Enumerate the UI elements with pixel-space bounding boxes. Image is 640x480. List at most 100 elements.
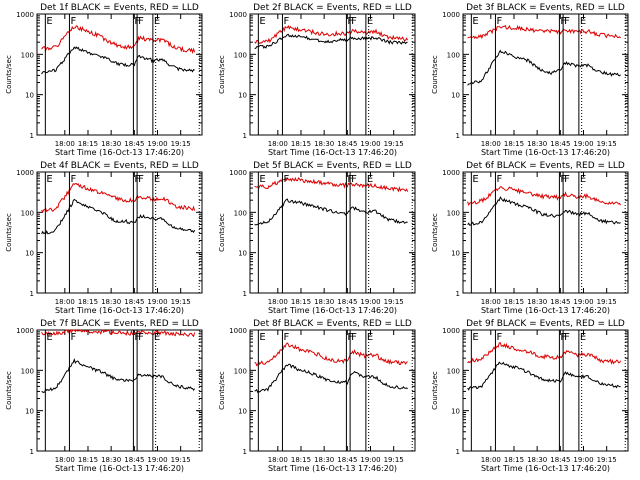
red-series-line [254, 176, 409, 193]
x-tick-label: 18:45 [550, 140, 570, 148]
y-tick-label: 1 [30, 448, 34, 456]
time-marker-flag: F [138, 332, 144, 343]
time-marker-flag: E [580, 16, 586, 27]
x-axis-label: Start Time (16-Oct-13 17:46:20) [481, 306, 610, 315]
time-marker-flag: F [283, 174, 289, 185]
time-marker-flag: E [367, 332, 373, 343]
y-axis-label: Counts/sec [218, 55, 226, 94]
x-axis-label: Start Time (16-Oct-13 17:46:20) [268, 148, 397, 157]
red-series-line [467, 186, 622, 206]
x-tick-label: 18:15 [78, 456, 98, 464]
y-tick-label: 1000 [442, 327, 460, 335]
panel-title: Det 4f BLACK = Events, RED = LLD [40, 161, 199, 171]
x-tick-label: 18:45 [550, 298, 570, 306]
x-tick-label: 18:45 [124, 298, 144, 306]
red-series-line [467, 342, 622, 365]
x-tick-label: 19:15 [384, 298, 404, 306]
y-tick-label: 100 [234, 209, 247, 217]
x-tick-label: 18:00 [268, 456, 288, 464]
panel-title: Det 7f BLACK = Events, RED = LLD [40, 319, 199, 329]
time-marker-flag: E [580, 174, 586, 185]
y-tick-label: 10 [238, 408, 247, 416]
x-tick-label: 19:00 [147, 456, 167, 464]
x-tick-label: 19:00 [573, 140, 593, 148]
panel-8: Det 8f BLACK = Events, RED = LLD 1 10 100 10… [218, 319, 416, 473]
black-series-line [41, 46, 195, 75]
y-tick-label: 1000 [16, 169, 34, 177]
time-marker-flag: E [154, 332, 160, 343]
plot-frame [249, 329, 416, 452]
y-tick-label: 1 [456, 448, 460, 456]
x-tick-label: 18:15 [78, 140, 98, 148]
time-marker-flag: F [283, 332, 289, 343]
time-marker-flag: F [496, 174, 502, 185]
y-tick-label: 100 [447, 367, 460, 375]
x-tick-label: 18:30 [101, 140, 121, 148]
time-marker-flag: E [154, 16, 160, 27]
panel-title: Det 6f BLACK = Events, RED = LLD [466, 161, 625, 171]
black-series-line [41, 357, 196, 394]
x-tick-label: 19:15 [384, 456, 404, 464]
time-marker-flag: F [564, 332, 570, 343]
time-marker-flag: E [259, 174, 265, 185]
time-marker-flag: E [154, 174, 160, 185]
x-tick-label: 19:00 [360, 140, 380, 148]
y-tick-label: 1 [456, 290, 460, 298]
y-tick-label: 10 [451, 250, 460, 258]
x-tick-label: 19:15 [597, 456, 617, 464]
x-tick-label: 18:45 [337, 140, 357, 148]
time-marker-flag: F [70, 332, 76, 343]
x-tick-label: 18:45 [124, 140, 144, 148]
y-axis-label: Counts/sec [431, 213, 439, 252]
red-series-line [467, 24, 621, 40]
x-tick-label: 18:30 [101, 298, 121, 306]
x-tick-label: 18:15 [291, 456, 311, 464]
time-marker-flag: F [564, 16, 570, 27]
panel-5: Det 5f BLACK = Events, RED = LLD 1 10 100 10… [218, 161, 416, 315]
black-series-line [254, 198, 408, 226]
time-marker-flag: F [70, 174, 76, 185]
x-axis-label: Start Time (16-Oct-13 17:46:20) [55, 306, 184, 315]
y-tick-label: 1000 [442, 11, 460, 19]
time-marker-flag: F [351, 16, 357, 27]
panel-6: Det 6f BLACK = Events, RED = LLD 1 10 100 10… [431, 161, 629, 315]
x-tick-label: 18:30 [101, 456, 121, 464]
x-tick-label: 18:30 [527, 456, 547, 464]
x-axis-label: Start Time (16-Oct-13 17:46:20) [55, 148, 184, 157]
x-tick-label: 18:00 [55, 140, 75, 148]
red-series-line [254, 24, 409, 45]
y-tick-label: 100 [234, 51, 247, 59]
x-tick-label: 18:30 [527, 140, 547, 148]
time-marker-flag: F [70, 16, 76, 27]
y-tick-label: 1000 [229, 11, 247, 19]
panel-9: Det 9f BLACK = Events, RED = LLD 1 10 100 10… [431, 319, 629, 473]
x-tick-label: 18:45 [337, 456, 357, 464]
y-tick-label: 1000 [16, 327, 34, 335]
panel-title: Det 5f BLACK = Events, RED = LLD [253, 161, 412, 171]
y-tick-label: 10 [238, 92, 247, 100]
time-marker-flag: F [564, 174, 570, 185]
y-tick-label: 1 [30, 290, 34, 298]
plot-frame [249, 13, 416, 136]
x-tick-label: 19:15 [171, 456, 191, 464]
panel-title: Det 3f BLACK = Events, RED = LLD [466, 3, 625, 13]
plot-frame [36, 171, 203, 294]
y-tick-label: 10 [238, 250, 247, 258]
y-axis-label: Counts/sec [218, 371, 226, 410]
x-tick-label: 18:00 [55, 298, 75, 306]
panel-title: Det 8f BLACK = Events, RED = LLD [253, 319, 412, 329]
y-tick-label: 1 [30, 132, 34, 140]
time-marker-flag: F [496, 16, 502, 27]
time-marker-flag: F [496, 332, 502, 343]
x-tick-label: 19:00 [573, 298, 593, 306]
time-marker-flag: E [367, 174, 373, 185]
time-marker-flag: F [283, 16, 289, 27]
black-series-line [254, 363, 408, 394]
plot-frame [36, 13, 203, 136]
time-marker-flag: E [46, 174, 52, 185]
x-tick-label: 18:00 [481, 456, 501, 464]
plot-frame [36, 329, 203, 452]
y-axis-label: Counts/sec [218, 213, 226, 252]
x-axis-label: Start Time (16-Oct-13 17:46:20) [481, 148, 610, 157]
